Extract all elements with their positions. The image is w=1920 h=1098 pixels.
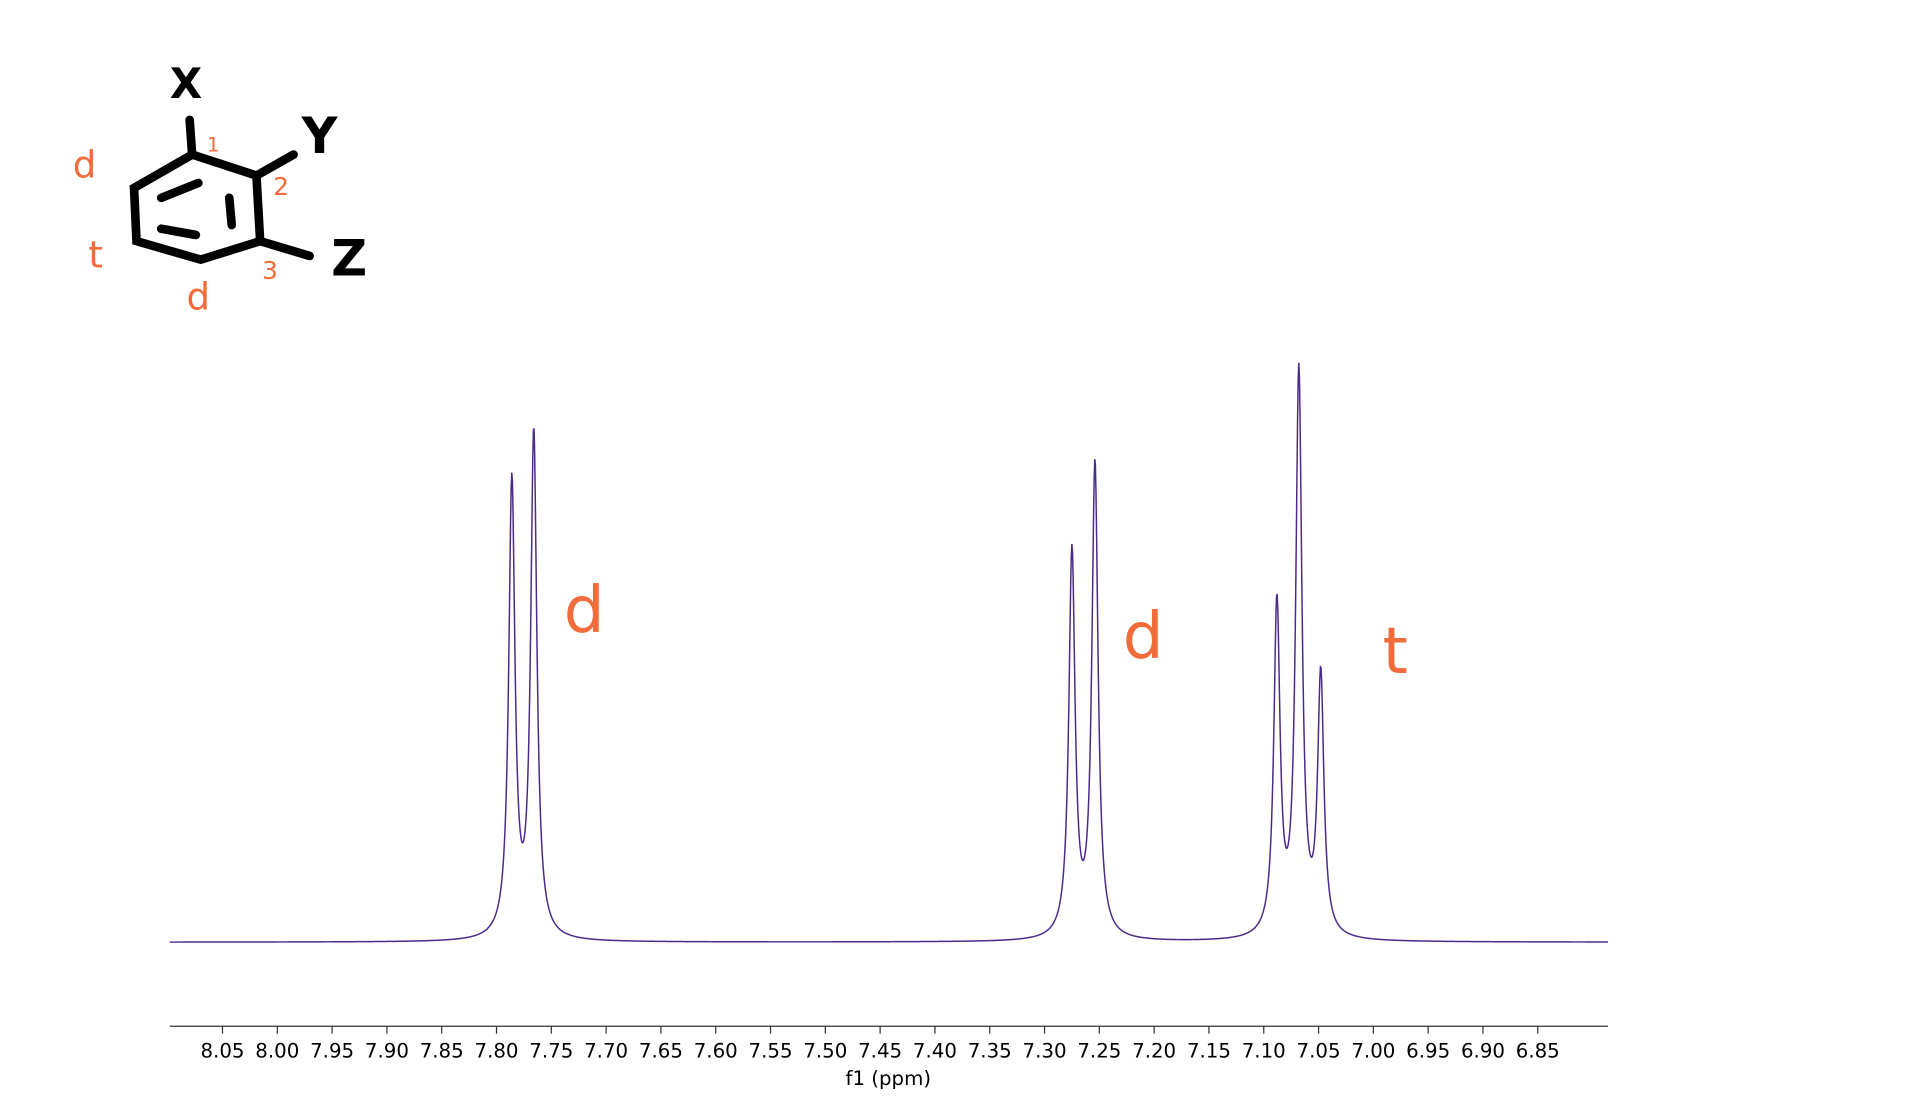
x-tick-label: 7.20 <box>1132 1040 1176 1063</box>
x-tick-label: 7.35 <box>968 1040 1012 1063</box>
substituent: Y <box>301 107 339 165</box>
spectrum-line <box>169 362 1608 943</box>
x-tick-label: 6.95 <box>1406 1040 1450 1063</box>
multiplicity: d <box>73 143 97 186</box>
x-tick-label: 6.85 <box>1516 1040 1560 1063</box>
x-tick-label: 7.40 <box>913 1040 957 1063</box>
peak-annotation: d <box>564 573 605 648</box>
x-tick-label: 7.85 <box>420 1040 464 1063</box>
x-tick-label: 7.80 <box>475 1040 519 1063</box>
position: 2 <box>273 172 289 201</box>
position: 1 <box>207 133 220 156</box>
structure: X Y Z 1 2 3 d t d <box>73 59 367 319</box>
multiplicity: t <box>88 234 103 277</box>
x-tick-label: 7.60 <box>694 1040 738 1063</box>
bonds <box>156 115 314 261</box>
peak-annotation: t <box>1383 614 1408 689</box>
x-tick-label: 8.05 <box>200 1040 244 1063</box>
position: 3 <box>262 256 278 285</box>
peak-annotation: d <box>1123 599 1164 674</box>
x-tick-label: 7.90 <box>365 1040 409 1063</box>
x-tick-label: 7.15 <box>1187 1040 1231 1063</box>
substituent: X <box>170 59 202 108</box>
x-tick-label: 7.75 <box>529 1040 573 1063</box>
ring <box>129 149 265 265</box>
x-tick-label: 7.50 <box>803 1040 847 1063</box>
x-axis-label: f1 (ppm) <box>845 1067 931 1090</box>
x-tick-label: 7.55 <box>749 1040 793 1063</box>
x-tick-label: 7.10 <box>1242 1040 1286 1063</box>
x-tick-label: 7.70 <box>584 1040 628 1063</box>
x-tick-label: 7.00 <box>1351 1040 1395 1063</box>
x-tick-label: 7.05 <box>1297 1040 1341 1063</box>
x-tick-label: 7.95 <box>310 1040 354 1063</box>
substituent: Z <box>331 230 367 288</box>
x-tick-label: 8.00 <box>255 1040 299 1063</box>
x-tick-label: 7.30 <box>1023 1040 1067 1063</box>
x-tick-label: 7.25 <box>1077 1040 1121 1063</box>
x-tick-label: 7.45 <box>858 1040 902 1063</box>
x-tick-label: 6.90 <box>1461 1040 1505 1063</box>
x-tick-label: 7.65 <box>639 1040 683 1063</box>
multiplicity: d <box>187 276 211 319</box>
